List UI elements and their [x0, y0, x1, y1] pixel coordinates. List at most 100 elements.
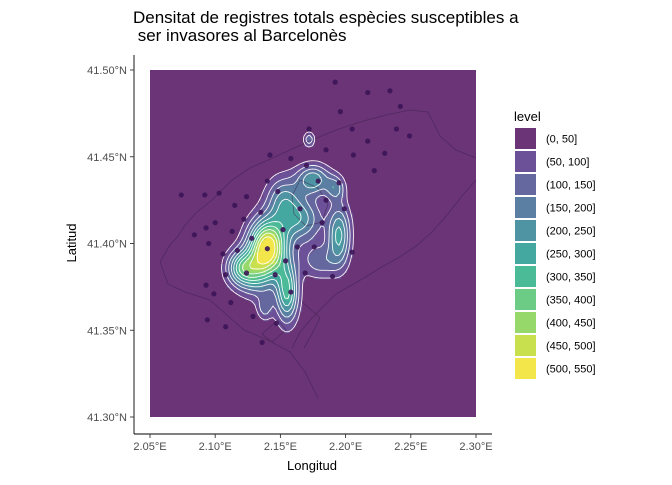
- y-tick-label: 41.40°N: [87, 239, 127, 251]
- observation-point: [259, 339, 265, 345]
- x-tick-label: 2.30°E: [459, 441, 492, 453]
- observation-point: [203, 225, 209, 231]
- observation-point: [267, 152, 273, 158]
- observation-point: [323, 197, 329, 203]
- observation-point: [206, 240, 212, 247]
- x-tick-label: 2.15°E: [264, 441, 297, 453]
- plot-area: [150, 70, 477, 417]
- legend-label: (50, 100]: [546, 157, 589, 169]
- y-tick-label: 41.35°N: [87, 325, 127, 337]
- contour-line: [238, 225, 283, 278]
- observation-point: [329, 273, 336, 280]
- legend-label: (250, 300]: [546, 249, 596, 261]
- y-tick-label: 41.50°N: [87, 65, 127, 77]
- legend-swatch: [515, 289, 536, 310]
- legend-swatch: [515, 151, 536, 172]
- legend-label: (400, 450]: [546, 318, 596, 330]
- observation-point: [302, 270, 308, 276]
- x-axis-label: Longitud: [287, 458, 337, 473]
- observation-point: [228, 299, 234, 306]
- observation-point: [272, 272, 278, 278]
- legend-label: (150, 200]: [546, 203, 596, 215]
- legend-title: level: [514, 109, 541, 124]
- observation-point: [337, 109, 343, 115]
- observation-point: [349, 249, 355, 255]
- legend-swatch: [515, 174, 536, 195]
- observation-point: [311, 244, 317, 250]
- x-tick-label: 2.20°E: [329, 441, 362, 453]
- contour-line: [233, 198, 343, 307]
- contour-line: [230, 172, 346, 312]
- observation-point: [223, 324, 229, 330]
- observation-point: [258, 209, 264, 215]
- legend-label: (350, 400]: [546, 295, 596, 307]
- y-tick-label: 41.30°N: [87, 412, 127, 424]
- observation-point: [250, 313, 256, 319]
- legend-label: (200, 250]: [546, 226, 596, 238]
- observation-point: [204, 317, 210, 323]
- observation-point: [406, 133, 413, 139]
- legend-swatch: [515, 243, 536, 264]
- observation-point: [216, 190, 222, 196]
- observation-point: [243, 194, 250, 200]
- observation-points: [178, 79, 413, 345]
- x-axis-ticks: 2.05°E 2.10°E 2.15°E 2.20°E 2.25°E 2.30°E: [133, 434, 493, 453]
- legend-label: (100, 150]: [546, 180, 596, 192]
- coastline: [159, 109, 477, 399]
- observation-point: [288, 155, 294, 162]
- legend-swatch: [515, 312, 536, 333]
- observation-point: [191, 232, 197, 238]
- observation-point: [243, 270, 250, 276]
- chart-title-line-1: Densitat de registres totals espècies su…: [133, 8, 519, 27]
- observation-point: [371, 168, 377, 174]
- observation-point: [264, 178, 270, 184]
- observation-point: [178, 192, 184, 198]
- observation-point: [241, 216, 247, 222]
- contour-line: [256, 236, 276, 265]
- contour-line: [225, 134, 351, 324]
- chart-title-line-2: ser invasores al Barcelonès: [133, 26, 347, 45]
- observation-point: [387, 88, 393, 94]
- observation-point: [294, 244, 300, 250]
- observation-point: [336, 180, 342, 186]
- observation-point: [211, 291, 217, 297]
- contour-line: [242, 229, 281, 275]
- legend-label: (450, 500]: [546, 341, 596, 353]
- contour-line: [235, 221, 291, 299]
- observation-point: [264, 246, 270, 252]
- contour-line: [228, 168, 348, 318]
- observation-point: [220, 251, 226, 257]
- observation-point: [382, 150, 388, 156]
- observation-point: [223, 272, 229, 278]
- observation-point: [306, 126, 312, 132]
- observation-point: [212, 220, 218, 226]
- contour-line: [221, 131, 354, 333]
- observation-point: [303, 162, 310, 169]
- observation-point: [341, 206, 347, 212]
- legend-swatch: [515, 197, 536, 218]
- contour-line: [249, 232, 278, 270]
- observation-point: [275, 188, 281, 195]
- y-axis-ticks: 41.30°N 41.35°N 41.40°N 41.45°N 41.50°N: [87, 65, 134, 424]
- legend-swatch: [515, 266, 536, 287]
- x-tick-label: 2.05°E: [133, 441, 166, 453]
- observation-point: [365, 89, 371, 96]
- observation-point: [315, 178, 321, 184]
- legend-swatch: [515, 335, 536, 356]
- observation-point: [393, 126, 400, 132]
- observation-point: [234, 247, 240, 254]
- observation-point: [283, 258, 289, 264]
- x-tick-label: 2.25°E: [394, 441, 427, 453]
- observation-point: [280, 227, 286, 233]
- legend: level (0, 50] (50, 100] (100, 150] (150, 20…: [514, 109, 596, 379]
- density-surface: [150, 70, 476, 417]
- density-contours: [221, 131, 354, 333]
- observation-point: [249, 235, 255, 241]
- x-tick-label: 2.10°E: [199, 441, 232, 453]
- observation-point: [297, 206, 303, 212]
- legend-label: (0, 50]: [546, 134, 577, 146]
- observation-point: [288, 289, 294, 295]
- observation-point: [349, 126, 355, 132]
- observation-point: [202, 192, 208, 198]
- axes: [133, 55, 492, 435]
